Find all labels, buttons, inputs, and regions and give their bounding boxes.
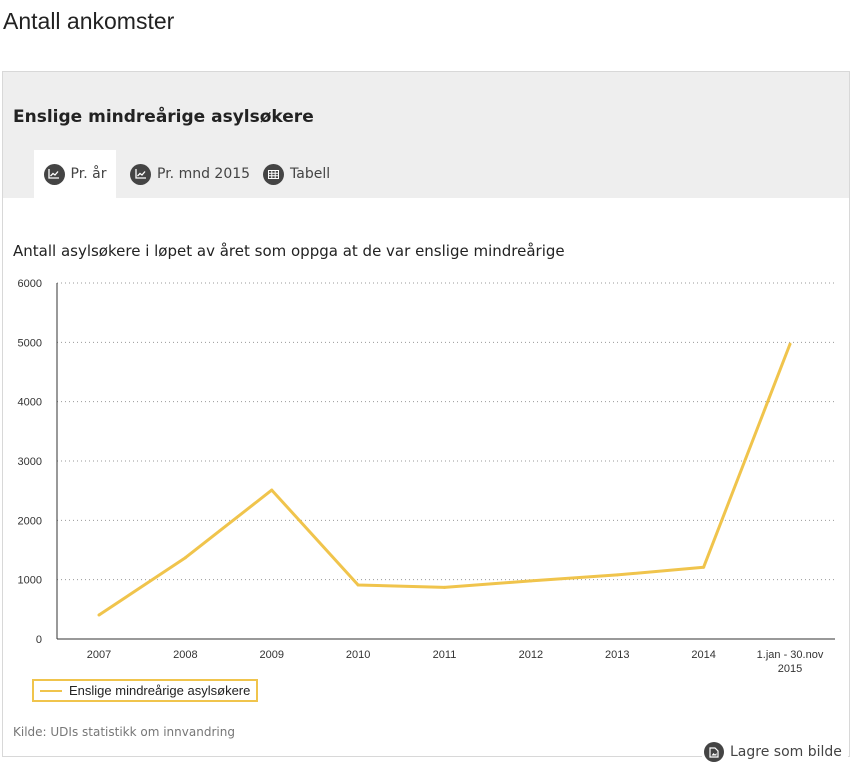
x-tick-label: 2010 [346,649,370,661]
tab-per-month-2015[interactable]: Pr. mnd 2015 [130,150,250,198]
card-header: Enslige mindreårige asylsøkere Pr. år Pr… [3,72,849,198]
legend-swatch [40,689,62,692]
y-tick-label: 0 [36,634,42,646]
x-tick-label: 2011 [433,649,457,661]
tab-table[interactable]: Tabell [263,150,330,198]
line-chart-icon [130,163,151,185]
tab-per-year[interactable]: Pr. år [34,150,116,198]
source-text: Kilde: UDIs statistikk om innvandring [13,725,235,739]
data-point [270,488,274,492]
data-point [529,579,533,583]
series-line [98,343,792,617]
table-icon [263,163,284,185]
x-tick-label: 2009 [260,649,284,661]
x-tick-label: 1.jan - 30.nov [757,649,824,661]
tab-label: Tabell [290,166,331,182]
data-point [356,583,360,587]
y-tick-label: 3000 [18,456,42,468]
data-point [788,342,792,346]
legend-label: Enslige mindreårige asylsøkere [69,683,251,698]
y-tick-label: 2000 [18,515,42,527]
save-label: Lagre som bilde [730,744,842,760]
data-point [97,613,101,617]
legend-item[interactable]: Enslige mindreårige asylsøkere [32,679,259,702]
x-tick-label: 2015 [778,663,802,675]
data-point [443,585,446,589]
line-chart-icon [43,163,65,185]
data-point [702,565,706,569]
save-as-image-button[interactable]: Lagre som bilde [702,742,848,762]
image-icon [704,742,724,762]
page-title: Antall ankomster [3,8,175,34]
data-point [615,573,619,577]
tab-label: Pr. mnd 2015 [157,166,251,182]
tab-label: Pr. år [70,166,107,182]
x-tick-label: 2013 [605,649,629,661]
chart-card: Enslige mindreårige asylsøkere Pr. år Pr… [2,71,850,757]
x-tick-label: 2007 [87,649,111,661]
y-tick-label: 1000 [18,575,42,587]
chart-title: Antall asylsøkere i løpet av året som op… [13,242,565,260]
x-tick-label: 2008 [173,649,197,661]
card-title: Enslige mindreårige asylsøkere [13,107,314,127]
y-tick-label: 4000 [18,397,42,409]
y-tick-label: 5000 [18,337,42,349]
x-tick-label: 2012 [519,649,543,661]
x-tick-label: 2014 [691,649,715,661]
y-tick-label: 6000 [18,278,42,290]
data-point [183,556,187,560]
